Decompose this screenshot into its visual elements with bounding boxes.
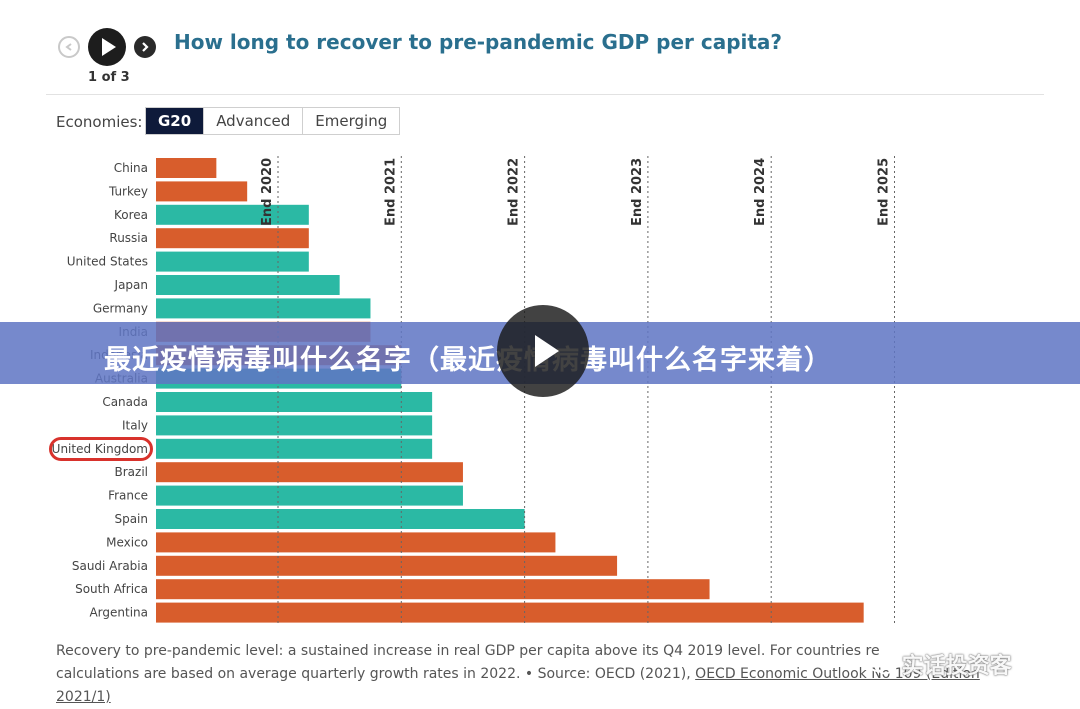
bar-russia[interactable] (156, 228, 309, 249)
category-label: Japan (114, 278, 148, 292)
bar-brazil[interactable] (156, 462, 463, 483)
bar-south-africa[interactable] (156, 579, 710, 600)
reference-line-label: End 2021 (383, 158, 398, 226)
previous-button[interactable] (58, 36, 80, 58)
category-label: Canada (102, 395, 148, 409)
category-label: Brazil (115, 465, 149, 479)
banner-text: 最近疫情病毒叫什么名字（最近疫情病毒叫什么名字来着） (104, 345, 832, 376)
category-label: Turkey (108, 184, 148, 198)
bar-saudi-arabia[interactable] (156, 555, 618, 576)
economies-option-advanced[interactable]: Advanced (203, 108, 303, 134)
play-button[interactable] (88, 28, 126, 66)
page-counter: 1 of 3 (88, 70, 130, 85)
watermark: 实话投资客 (868, 648, 1012, 680)
reference-line-label: End 2023 (630, 158, 645, 226)
category-label: France (108, 489, 148, 503)
footnote-line-2-text: calculations are based on average quarte… (56, 666, 696, 682)
highlight-circle (49, 437, 153, 461)
category-label: South Africa (75, 582, 148, 596)
economies-option-g20[interactable]: G20 (146, 108, 204, 134)
category-label: Italy (122, 418, 148, 432)
bar-korea[interactable] (156, 204, 309, 225)
bar-argentina[interactable] (156, 602, 864, 623)
economies-label: Economies: (56, 113, 143, 131)
category-label: United Kingdom (52, 442, 148, 456)
play-icon (535, 335, 559, 367)
category-label: Russia (109, 231, 148, 245)
undo-arrow-icon (65, 43, 72, 51)
reference-line-label: End 2025 (877, 158, 892, 226)
bar-spain[interactable] (156, 509, 525, 529)
category-label: Germany (93, 301, 148, 315)
bar-china[interactable] (156, 158, 217, 178)
reference-line-label: End 2022 (507, 158, 522, 226)
redo-arrow-icon (142, 42, 149, 52)
bar-united-kingdom[interactable] (156, 438, 433, 459)
wechat-icon (868, 656, 893, 675)
footnote: Recovery to pre-pandemic level: a sustai… (56, 640, 1036, 709)
bar-france[interactable] (156, 485, 463, 506)
footnote-line-1: Recovery to pre-pandemic level: a sustai… (56, 643, 880, 659)
category-label: Argentina (89, 606, 148, 620)
bar-united-states[interactable] (156, 251, 309, 272)
source-link[interactable]: OECD Economic Outlook No 109 (Edition 20… (56, 666, 980, 705)
header-divider (46, 94, 1044, 95)
footnote-line-2: calculations are based on average quarte… (56, 663, 1036, 709)
economies-toggle: G20 Advanced Emerging (145, 107, 401, 135)
video-play-button[interactable] (497, 305, 589, 397)
bar-turkey[interactable] (156, 181, 248, 202)
bar-canada[interactable] (156, 392, 433, 412)
category-label: Korea (114, 208, 148, 222)
bar-germany[interactable] (156, 298, 371, 319)
chart-title: How long to recover to pre-pandemic GDP … (174, 30, 783, 54)
play-icon (102, 38, 116, 56)
category-label: Saudi Arabia (72, 559, 148, 573)
category-label: Spain (114, 512, 148, 526)
bar-italy[interactable] (156, 415, 433, 436)
watermark-text: 实话投资客 (901, 654, 1012, 679)
category-label: China (114, 161, 148, 175)
next-button[interactable] (134, 36, 156, 58)
category-label: Mexico (106, 535, 148, 549)
economies-option-emerging[interactable]: Emerging (302, 108, 400, 134)
bar-japan[interactable] (156, 275, 340, 295)
category-label: United States (67, 255, 148, 269)
reference-line-label: End 2020 (260, 158, 275, 226)
reference-line-label: End 2024 (753, 158, 768, 226)
bar-mexico[interactable] (156, 532, 556, 553)
slide-navigation (58, 28, 162, 66)
